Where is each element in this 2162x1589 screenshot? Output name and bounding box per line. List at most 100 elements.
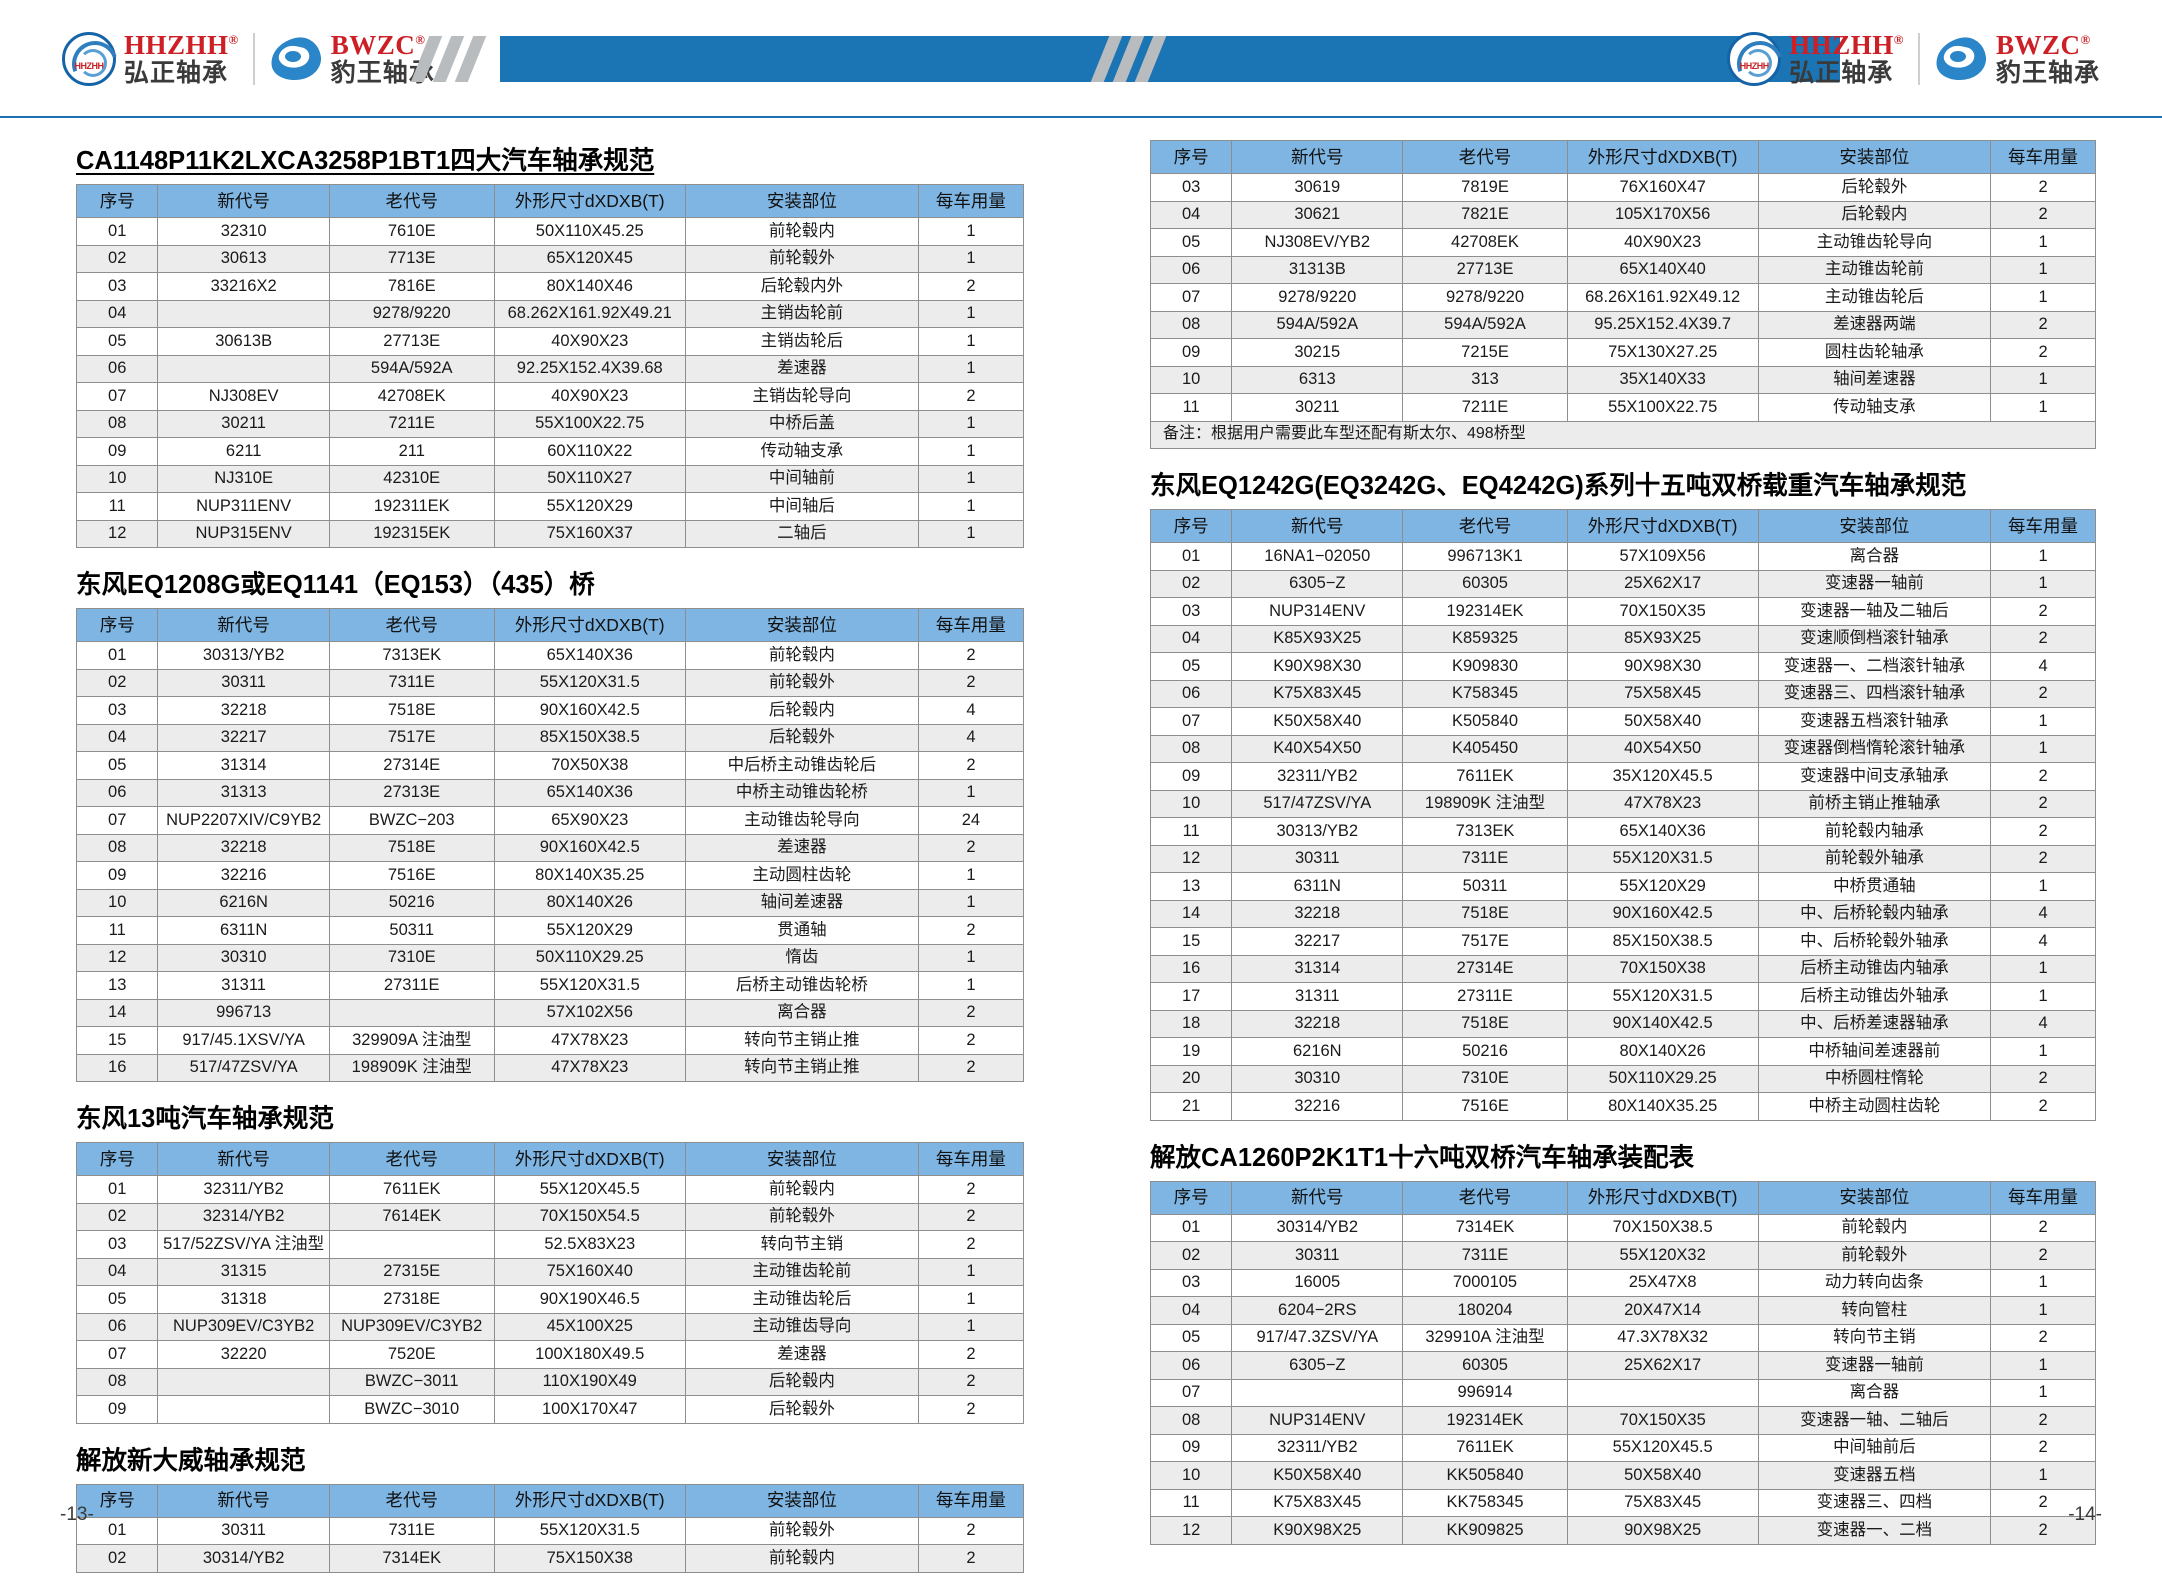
table-cell: 917/47.3ZSV/YA <box>1231 1323 1404 1352</box>
table-cell: 47.3X78X32 <box>1566 1323 1759 1352</box>
bearing-spec-table: 序号 新代号 老代号 外形尺寸dXDXB(T) 安装部位 每车用量 01 30314/YB2 7… <box>1149 1180 2096 1545</box>
table-cell: 1 <box>1990 954 2096 983</box>
table-row: 06 K75X83X45 K758345 75X58X45 变速器三、四档滚针轴承 2 <box>1149 679 2096 708</box>
table-row: 08 30211 7211E 55X100X22.75 中桥后盖 1 <box>75 409 1025 438</box>
table-cell: 50216 <box>328 888 495 917</box>
table-cell: 中桥后盖 <box>684 409 919 438</box>
table-cell: 25X62X17 <box>1566 1351 1759 1380</box>
bwzc-logo-right: BWZC® 豹王轴承 <box>1933 31 2100 86</box>
table-row: 09 BWZC−3010 100X170X47 后轮毂外 2 <box>75 1395 1025 1424</box>
table-cell: 90X98X25 <box>1566 1516 1759 1545</box>
table-cell: 65X120X45 <box>493 244 686 273</box>
table-cell: NJ310E <box>157 464 330 493</box>
table-row: 09 32216 7516E 80X140X35.25 主动圆柱齿轮 1 <box>75 861 1025 890</box>
table-cell: 08 <box>1149 310 1233 339</box>
table-cell: 517/52ZSV/YA 注油型 <box>157 1230 330 1259</box>
table-cell: 前轮毂外 <box>684 1516 919 1545</box>
table-cell: 40X54X50 <box>1566 734 1759 763</box>
table-cell: 前轮毂内 <box>684 217 919 246</box>
table-cell: 6211 <box>157 437 330 466</box>
table-cell: 7311E <box>328 1516 495 1545</box>
table-cell: 6305−Z <box>1231 1351 1404 1380</box>
column-header: 老代号 <box>1402 509 1568 543</box>
table-cell: 7611EK <box>328 1175 495 1204</box>
table-cell: 55X120X29 <box>493 492 686 521</box>
table-cell: 4 <box>1990 899 2096 928</box>
table-note-row: 备注：根据用户需要此车型还配有斯太尔、498桥型 <box>1150 420 2096 449</box>
table-cell: 2 <box>917 916 1025 945</box>
column-header: 序号 <box>75 1483 159 1518</box>
table-cell: 42310E <box>328 464 495 493</box>
table-cell: 2 <box>917 1544 1025 1573</box>
table-row: 03 NUP314ENV 192314EK 70X150X35 变速器一轴及二轴后 2 <box>1149 597 2096 626</box>
table-cell: 50216 <box>1402 1037 1568 1066</box>
column-header: 外形尺寸dXDXB(T) <box>493 608 686 642</box>
table-cell: 前轮毂内 <box>1757 1213 1992 1242</box>
table-cell: 7611EK <box>1402 762 1568 791</box>
table-cell: 7517E <box>1402 927 1568 956</box>
table-cell: 主动锥齿轮导向 <box>1757 228 1992 257</box>
table-cell: 31314 <box>1231 954 1404 983</box>
table-cell: 45X100X25 <box>493 1312 686 1341</box>
hhzhh-logo-left: HHZHH HHZHH® 弘正轴承 <box>62 31 239 86</box>
table-cell: 11 <box>1149 1488 1233 1517</box>
table-row: 07 K50X58X40 K505840 50X58X40 变速器五档滚针轴承 1 <box>1149 707 2096 736</box>
table-cell: 主动锥齿轮后 <box>684 1285 919 1314</box>
table-cell: 1 <box>917 861 1025 890</box>
table-cell: 47X78X23 <box>1566 789 1759 818</box>
table-cell: 65X140X40 <box>1566 255 1759 284</box>
table-cell: 中间轴后 <box>684 492 919 521</box>
table-cell: KK505840 <box>1402 1461 1568 1490</box>
table-cell: 主销齿轮后 <box>684 327 919 356</box>
table-cell: 31311 <box>157 971 330 1000</box>
table-cell: 7314EK <box>328 1544 495 1573</box>
table-cell: 7713E <box>328 244 495 273</box>
table-cell: 17 <box>1149 982 1233 1011</box>
hhzhh-logo-text: HHZHH® 弘正轴承 <box>124 31 239 86</box>
table-cell: 7313EK <box>1402 817 1568 846</box>
table-cell: 前轮毂外轴承 <box>1757 844 1992 873</box>
table-cell: 30310 <box>157 943 330 972</box>
table-cell: 30619 <box>1231 173 1404 202</box>
table-cell: 47X78X23 <box>493 1053 686 1082</box>
table-row: 11 K75X83X45 KK758345 75X83X45 变速器三、四档 2 <box>1149 1488 2096 1517</box>
bearing-spec-table: 序号 新代号 老代号 外形尺寸dXDXB(T) 安装部位 每车用量 01 32311/YB2 7… <box>75 1142 1025 1424</box>
header-banner-left <box>500 36 1190 82</box>
table-cell: 192314EK <box>1402 597 1568 626</box>
table-cell: 12 <box>75 519 159 548</box>
table-cell: 后轮毂外 <box>1757 173 1992 202</box>
table-cell: 04 <box>1149 624 1233 653</box>
table-row: 10 6216N 50216 80X140X26 轴间差速器 1 <box>75 888 1025 917</box>
table-cell: 70X150X35 <box>1566 597 1759 626</box>
table-cell: 变速器三、四档滚针轴承 <box>1757 679 1992 708</box>
table-cell: 主动锥齿导向 <box>684 1312 919 1341</box>
table-cell: 差速器 <box>684 833 919 862</box>
page-number-left: -13- <box>60 1504 94 1525</box>
table-cell: 10 <box>1149 1461 1233 1490</box>
table-cell: 32216 <box>157 861 330 890</box>
table-cell: 变速器一轴、二轴后 <box>1757 1406 1992 1435</box>
table-cell: 1 <box>917 519 1025 548</box>
table-row: 08 32218 7518E 90X160X42.5 差速器 2 <box>75 833 1025 862</box>
table-cell: 变速器五档 <box>1757 1461 1992 1490</box>
table-cell: 85X150X38.5 <box>493 723 686 752</box>
table-cell: 2 <box>1990 1433 2096 1462</box>
column-header: 新代号 <box>157 184 330 218</box>
table-cell: 55X120X29 <box>493 916 686 945</box>
table-cell: 57X109X56 <box>1566 542 1759 571</box>
table-cell: 75X160X37 <box>493 519 686 548</box>
registered-mark-icon: ® <box>415 31 426 47</box>
table-cell: 07 <box>1149 1378 1233 1407</box>
bearing-spec-table: 序号 新代号 老代号 外形尺寸dXDXB(T) 安装部位 每车用量 01 16NA1−0205… <box>1149 509 2096 1121</box>
column-header: 每车用量 <box>917 1142 1025 1176</box>
table-cell: 15 <box>75 1026 159 1055</box>
page-header: HHZHH HHZHH® 弘正轴承 BWZC® 豹王轴承 <box>0 0 2162 118</box>
table-cell <box>1231 1378 1404 1407</box>
table-cell: 55X120X31.5 <box>493 971 686 1000</box>
table-cell: 08 <box>1149 1406 1233 1435</box>
table-cell: 04 <box>75 299 159 328</box>
table-cell: 105X170X56 <box>1566 200 1759 229</box>
table-cell: 07 <box>1149 283 1233 312</box>
table-cell: 90X160X42.5 <box>493 696 686 725</box>
bwzc-logo-left: BWZC® 豹王轴承 <box>268 31 435 86</box>
